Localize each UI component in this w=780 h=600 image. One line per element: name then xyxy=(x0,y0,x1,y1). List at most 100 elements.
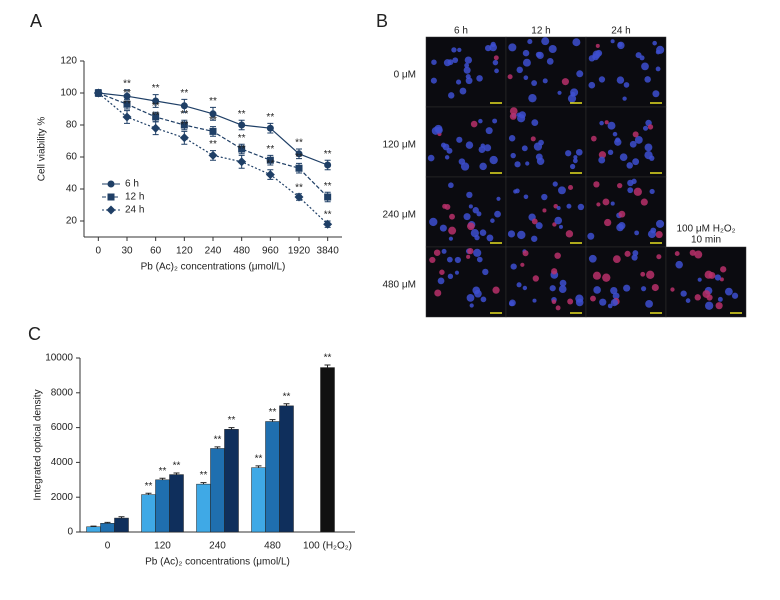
cell xyxy=(618,210,626,218)
bar xyxy=(251,467,266,533)
error-bar xyxy=(228,427,235,430)
y-tick-label: 2000 xyxy=(51,492,74,503)
y-tick-label: 20 xyxy=(66,216,78,227)
error-bar xyxy=(173,472,180,475)
cell xyxy=(632,250,639,256)
y-tick-label: 6000 xyxy=(51,422,74,433)
x-axis-label: Pb (Ac)₂ concentrations (μmol/L) xyxy=(141,262,286,273)
cell xyxy=(720,266,727,273)
cell xyxy=(532,298,537,303)
cell xyxy=(522,49,530,57)
row-label: 120 μM xyxy=(382,140,416,151)
cell xyxy=(435,126,443,134)
marker xyxy=(152,97,160,105)
cell xyxy=(441,248,447,254)
marker xyxy=(107,193,115,201)
significance: ** xyxy=(123,99,131,110)
cell xyxy=(567,298,574,305)
cell xyxy=(622,96,627,101)
bar xyxy=(224,429,239,533)
cell xyxy=(472,207,479,214)
cell xyxy=(670,287,675,292)
cell xyxy=(447,59,454,66)
cell xyxy=(520,262,525,267)
cell xyxy=(631,254,638,261)
cell xyxy=(442,143,450,151)
cell xyxy=(456,136,463,143)
cell xyxy=(535,222,543,230)
significance: ** xyxy=(145,481,153,492)
cell xyxy=(602,198,610,206)
cell xyxy=(551,268,558,275)
significance: ** xyxy=(152,83,160,94)
cell xyxy=(458,158,466,165)
marker xyxy=(238,145,246,153)
cell xyxy=(555,305,561,311)
cell xyxy=(541,193,548,201)
cell xyxy=(554,216,563,225)
cell xyxy=(592,271,602,280)
cell xyxy=(588,254,597,263)
cell xyxy=(489,155,498,165)
cell xyxy=(470,228,479,238)
cell xyxy=(656,219,665,228)
y-tick-label: 0 xyxy=(67,527,73,538)
cell xyxy=(531,218,538,225)
cell xyxy=(616,182,623,189)
cell xyxy=(599,120,604,126)
panel-label: A xyxy=(30,11,42,31)
cell xyxy=(559,279,567,287)
x-tick-label: 120 xyxy=(176,246,193,257)
cell xyxy=(649,188,655,195)
cell xyxy=(634,230,640,236)
cell xyxy=(655,230,663,239)
error-bar xyxy=(255,465,262,468)
cell xyxy=(433,249,441,257)
column-label: 12 h xyxy=(531,26,550,37)
significance: ** xyxy=(269,407,277,418)
cell xyxy=(596,202,601,207)
panel-label: C xyxy=(28,324,41,344)
cell xyxy=(575,148,583,156)
micrograph xyxy=(425,176,507,248)
cell xyxy=(627,179,634,187)
cell xyxy=(685,298,691,303)
significance: ** xyxy=(123,88,131,99)
cell xyxy=(570,163,576,170)
significance: ** xyxy=(159,466,167,477)
cell xyxy=(527,39,533,45)
y-tick-label: 40 xyxy=(66,184,78,195)
cell xyxy=(518,111,526,119)
micrograph xyxy=(505,246,587,318)
marker xyxy=(324,193,332,201)
cell xyxy=(561,78,569,86)
cell xyxy=(629,140,637,148)
marker xyxy=(152,113,160,121)
cell xyxy=(623,284,631,292)
cell xyxy=(565,230,574,238)
cell xyxy=(476,256,483,263)
cell xyxy=(478,118,483,124)
row-label: 0 μM xyxy=(394,70,416,81)
cell xyxy=(531,119,539,127)
significance: ** xyxy=(214,435,222,446)
marker xyxy=(180,121,188,129)
cell xyxy=(566,203,572,209)
cell xyxy=(644,143,653,152)
cell xyxy=(576,70,584,78)
cell xyxy=(680,290,687,297)
cell xyxy=(640,286,647,292)
bar xyxy=(169,474,184,533)
cell xyxy=(646,270,655,279)
cell xyxy=(652,40,657,46)
x-tick-label: 240 xyxy=(209,541,226,552)
micrograph-grid xyxy=(425,36,747,318)
cell xyxy=(489,43,497,52)
cell xyxy=(551,299,557,304)
cell xyxy=(708,271,716,279)
cell xyxy=(485,127,493,135)
cell xyxy=(444,155,450,160)
cell xyxy=(558,224,563,229)
cell xyxy=(557,90,562,95)
